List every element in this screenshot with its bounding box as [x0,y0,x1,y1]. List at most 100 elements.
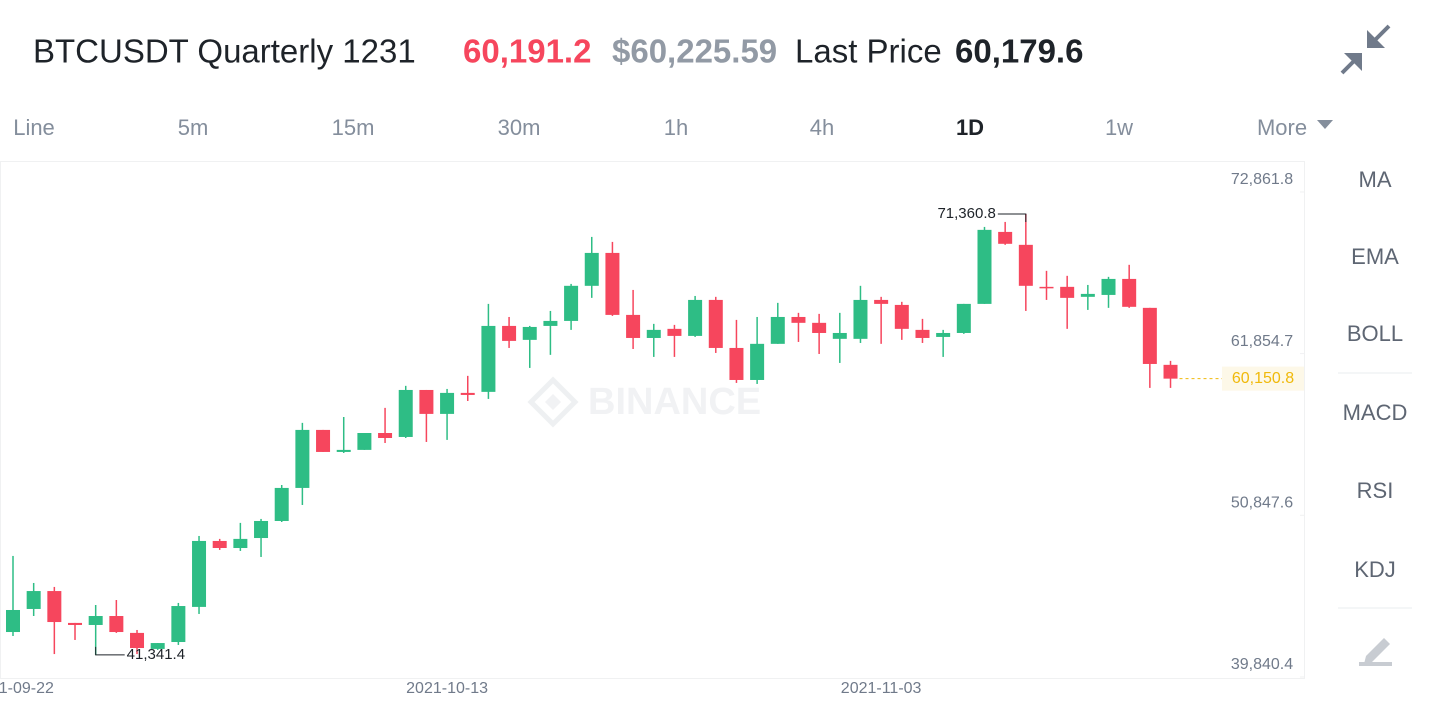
candle-body [522,326,537,340]
candle-body [47,591,62,623]
candle-body [584,252,599,286]
chart-frame [0,161,1305,679]
candle-body [357,432,372,450]
indicator-button[interactable]: MA [1359,167,1392,192]
candle-body [130,632,145,649]
x-tick-label: 2021-11-03 [841,680,922,697]
more-caret[interactable] [1317,120,1333,129]
candle-body [750,343,765,380]
candle-body [192,540,207,607]
interval-tab[interactable]: 1D [956,115,984,140]
interval-tab[interactable]: 4h [810,115,834,140]
interval-tab[interactable]: 30m [498,115,541,140]
candle-body [295,429,310,488]
candle-body [1018,244,1033,286]
candle-body [626,314,641,338]
indicator-button[interactable]: RSI [1357,478,1394,503]
interval-tab[interactable]: 1h [664,115,688,140]
y-tick-label: 61,854.7 [1231,333,1293,350]
x-tick-label: 2021-10-13 [406,680,488,697]
candle-body [936,332,951,337]
candle-body [274,487,289,521]
pencil [1364,638,1390,664]
indicator-button[interactable]: KDJ [1354,557,1396,582]
interval-tab[interactable]: Line [13,115,55,140]
candle-body [460,392,475,395]
candle-body [419,389,434,414]
symbol-title: BTCUSDT Quarterly 1231 [33,33,416,70]
last-price-tag [1222,366,1304,391]
x-tick-label: 2021-09-22 [0,680,54,697]
candle-body [316,429,331,452]
candle-body [832,332,847,339]
candle-body [440,392,455,414]
last-price-label: Last Price [795,33,942,70]
candle-body [605,252,620,315]
candle-body [812,322,827,333]
candle-body [398,389,413,437]
candle-body [6,609,20,633]
candle-body [109,616,124,633]
interval-tab[interactable]: 1w [1105,115,1133,140]
candle-body [667,328,682,336]
indicator-panel: MA EMA BOLL MACD RSI KDJ [1343,167,1408,582]
candle-body [956,303,971,333]
candle-body [977,229,992,304]
candle-body [481,325,496,392]
pencil-base [1359,662,1392,666]
candle-body [770,316,785,344]
candle-body [254,520,269,539]
candle-body [88,616,103,625]
draw-tool-icon[interactable] [1359,638,1392,666]
candle-body [708,299,723,348]
candle-body [646,329,661,338]
candle-body [688,299,703,336]
interval-tab[interactable]: More [1257,115,1307,140]
candle-body [894,304,909,329]
interval-tabs: Line 5m 15m 30m 1h 4h 1D 1w More [13,115,1307,140]
candle-body [26,591,41,609]
candle-body [378,432,393,438]
y-tick-label: 50,847.6 [1231,495,1293,512]
collapse-arrow-stem [1340,59,1356,75]
candle-body [336,449,351,452]
collapse-arrow-stem [1373,24,1391,42]
candle-body [212,540,227,549]
watermark: BINANCE [527,376,761,428]
indicator-button[interactable]: EMA [1351,244,1399,269]
low-marker [95,646,125,656]
candle-body [68,622,83,625]
interval-tab[interactable]: 15m [332,115,375,140]
interval-tab[interactable]: 5m [178,115,209,140]
candle-body [1039,286,1054,289]
candle-body [502,325,517,341]
candle-body [1101,278,1116,295]
candle-body [874,299,889,304]
y-tick-label: 39,840.4 [1231,656,1293,673]
candle-body [543,320,558,326]
last-price: 60,179.6 [955,33,1083,70]
candlestick-chart: 39,840.4 50,847.6 61,854.7 72,861.8 2021-09-… [0,171,1305,697]
high-marker [997,213,1027,222]
watermark-logo [527,376,579,428]
candle-body [1080,293,1095,297]
candle-body [150,643,165,649]
collapse-icon[interactable] [1340,24,1391,75]
watermark-logo [545,394,561,410]
candle-body [233,538,248,549]
mark-price: 60,191.2 [463,33,591,70]
candle-body [564,285,579,321]
high-label: 71,360.8 [937,205,995,222]
candle-body [1163,364,1178,379]
low-label: 41,341.4 [127,646,185,663]
candle-body [915,329,930,338]
indicator-button[interactable]: MACD [1343,400,1408,425]
index-price: $60,225.59 [612,33,777,70]
candle-body [791,316,806,323]
candle-body [1122,278,1137,307]
indicator-button[interactable]: BOLL [1347,321,1403,346]
candle-body [853,299,868,339]
candle-body [729,347,744,380]
